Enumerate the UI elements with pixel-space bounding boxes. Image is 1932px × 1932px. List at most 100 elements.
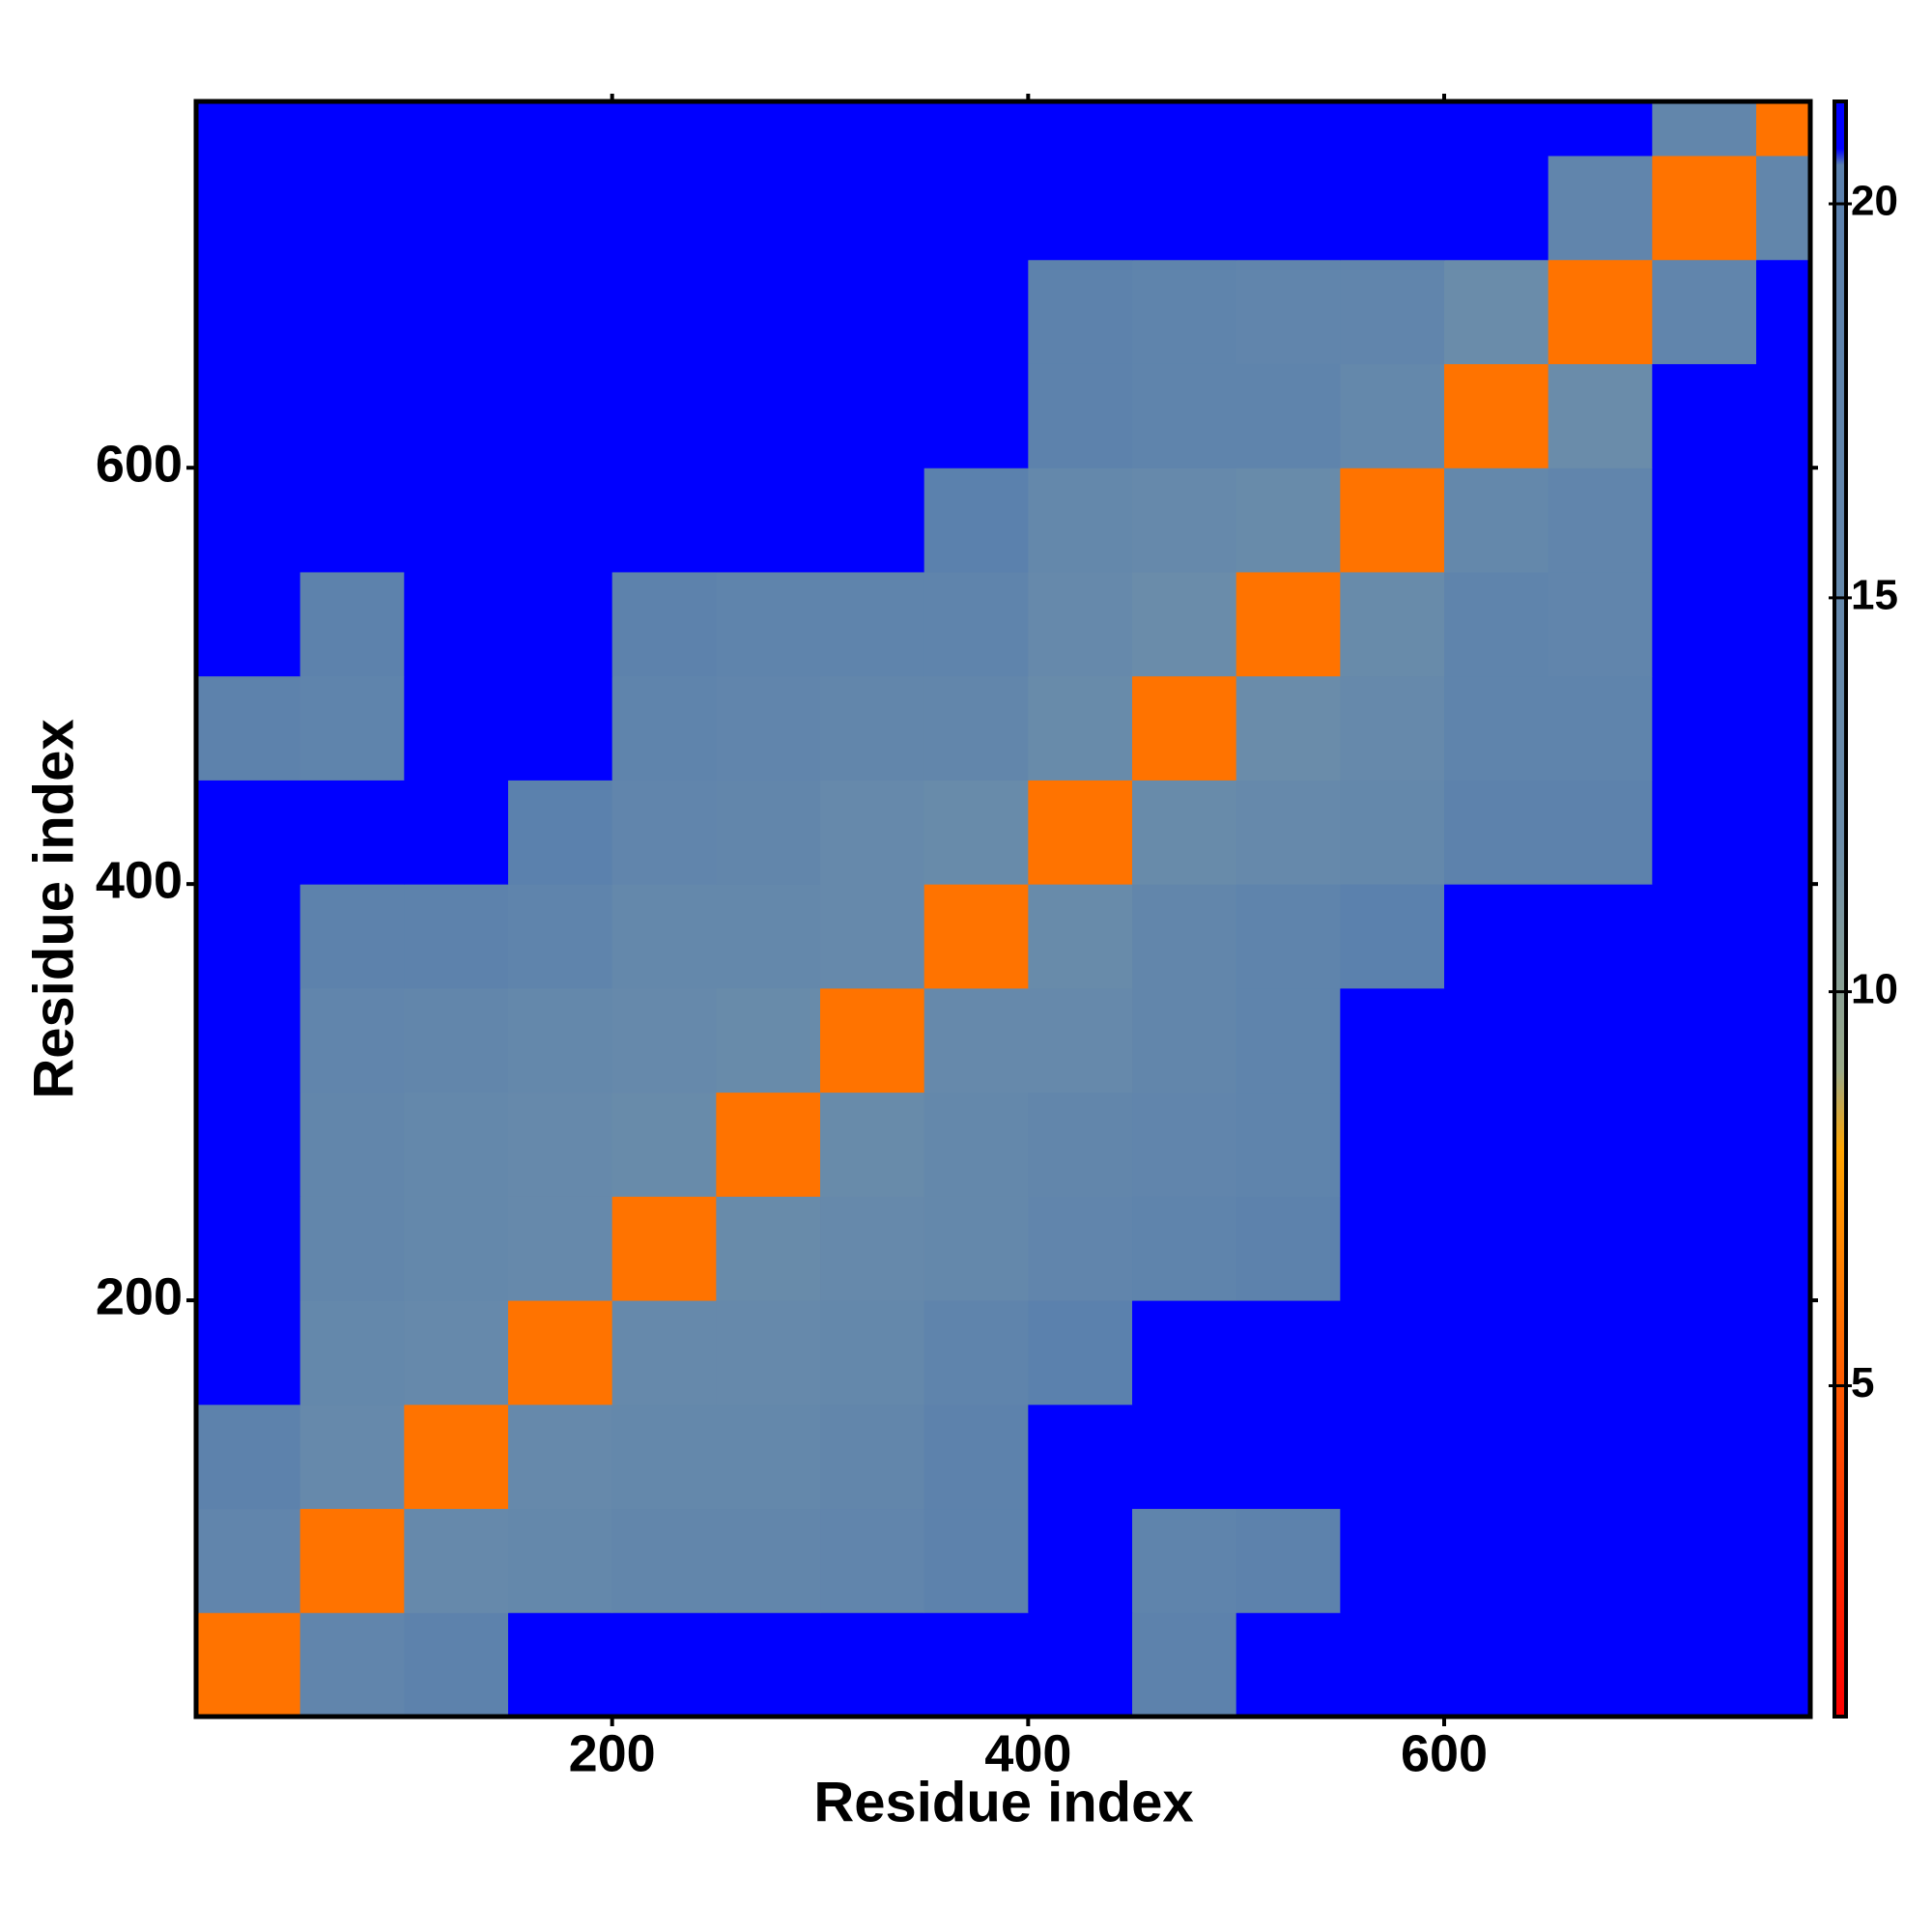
heatmap-cell xyxy=(1756,101,1811,156)
heatmap-cell xyxy=(1236,884,1341,989)
heatmap-cell xyxy=(716,363,821,469)
heatmap-cell xyxy=(1132,571,1237,677)
heatmap-cell xyxy=(299,1300,405,1406)
heatmap-cell xyxy=(820,468,925,573)
heatmap-cell xyxy=(1444,156,1549,261)
heatmap-cell xyxy=(1548,1196,1653,1301)
heatmap-cell xyxy=(299,363,405,469)
heatmap-cell xyxy=(404,1300,509,1406)
heatmap-cell xyxy=(1340,571,1445,677)
heatmap-cell xyxy=(1652,1508,1757,1613)
heatmap-cell xyxy=(716,259,821,364)
heatmap-cell xyxy=(299,987,405,1094)
heatmap-cell xyxy=(923,571,1029,677)
heatmap-cell xyxy=(1236,1508,1341,1613)
heatmap-cell xyxy=(1340,259,1445,364)
heatmap-cell xyxy=(404,780,509,885)
heatmap-cell xyxy=(1340,675,1445,781)
heatmap-cell xyxy=(299,259,405,364)
heatmap-cell xyxy=(1340,884,1445,989)
heatmap-cell xyxy=(716,884,821,989)
heatmap-cell xyxy=(404,1612,509,1718)
heatmap-cell xyxy=(1548,780,1653,885)
heatmap-cell xyxy=(1132,363,1237,469)
heatmap-cell xyxy=(1652,675,1757,781)
heatmap-cell xyxy=(1028,1508,1133,1613)
heatmap-cell xyxy=(299,571,405,677)
heatmap-cell xyxy=(1444,675,1549,781)
heatmap-cell xyxy=(820,363,925,469)
heatmap-cell xyxy=(923,468,1029,573)
heatmap-cell xyxy=(1340,1300,1445,1406)
heatmap-cell xyxy=(1548,1300,1653,1406)
heatmap-cell xyxy=(1756,1508,1811,1613)
heatmap-cell xyxy=(508,987,613,1094)
heatmap-cell xyxy=(1548,468,1653,573)
heatmap-cell xyxy=(508,675,613,781)
heatmap-cell xyxy=(508,1612,613,1718)
heatmap-cell xyxy=(1548,101,1653,156)
heatmap-cell xyxy=(1236,1196,1341,1301)
heatmap-cell xyxy=(508,259,613,364)
heatmap-cell xyxy=(1756,1196,1811,1301)
heatmap-cell xyxy=(1340,101,1445,156)
heatmap-cell xyxy=(611,363,717,469)
heatmap-cell xyxy=(923,1404,1029,1510)
heatmap-cell xyxy=(716,101,821,156)
heatmap-cell xyxy=(820,1612,925,1718)
heatmap-cell xyxy=(716,156,821,261)
plot-frame xyxy=(193,99,1813,1719)
heatmap-cell xyxy=(1444,1612,1549,1718)
heatmap-cell xyxy=(404,571,509,677)
heatmap-cell xyxy=(1132,987,1237,1094)
heatmap-cell xyxy=(1340,1092,1445,1197)
heatmap-cell xyxy=(923,987,1029,1094)
heatmap-cell xyxy=(1756,675,1811,781)
heatmap-cell xyxy=(923,101,1029,156)
heatmap-cell xyxy=(1756,987,1811,1094)
heatmap-cell xyxy=(404,259,509,364)
heatmap-cell xyxy=(196,675,301,781)
heatmap-cell xyxy=(1548,156,1653,261)
x-axis-title: Residue index xyxy=(813,1771,1193,1833)
heatmap-cell xyxy=(1444,1300,1549,1406)
heatmap-cell xyxy=(299,780,405,885)
heatmap xyxy=(196,101,1811,1718)
heatmap-cell xyxy=(611,884,717,989)
heatmap-cell xyxy=(1756,468,1811,573)
heatmap-cell xyxy=(611,780,717,885)
heatmap-cell xyxy=(196,156,301,261)
heatmap-cell xyxy=(1548,1404,1653,1510)
heatmap-cell xyxy=(716,468,821,573)
heatmap-cell xyxy=(1028,363,1133,469)
heatmap-cell xyxy=(1444,1092,1549,1197)
heatmap-cell xyxy=(820,156,925,261)
heatmap-cell xyxy=(508,1404,613,1510)
heatmap-cell xyxy=(1444,1196,1549,1301)
heatmap-cell xyxy=(1444,101,1549,156)
heatmap-cell xyxy=(1236,675,1341,781)
heatmap-cell xyxy=(299,675,405,781)
heatmap-cell xyxy=(1340,1508,1445,1613)
heatmap-cell xyxy=(611,571,717,677)
heatmap-cell xyxy=(611,1300,717,1406)
heatmap-cell xyxy=(1028,1300,1133,1406)
heatmap-cell xyxy=(299,1404,405,1510)
heatmap-cell xyxy=(1132,1300,1237,1406)
heatmap-cell xyxy=(1756,259,1811,364)
heatmap-cell xyxy=(196,1092,301,1197)
heatmap-cell xyxy=(820,1196,925,1301)
heatmap-cell xyxy=(196,571,301,677)
heatmap-cell xyxy=(508,884,613,989)
heatmap-cell xyxy=(1756,363,1811,469)
heatmap-cell xyxy=(508,1092,613,1197)
heatmap-cell xyxy=(1340,156,1445,261)
heatmap-cell xyxy=(1756,1612,1811,1718)
heatmap-cell xyxy=(716,571,821,677)
heatmap-cell xyxy=(1444,1508,1549,1613)
heatmap-cell xyxy=(1028,780,1133,885)
heatmap-cell xyxy=(299,468,405,573)
heatmap-cell xyxy=(1444,468,1549,573)
